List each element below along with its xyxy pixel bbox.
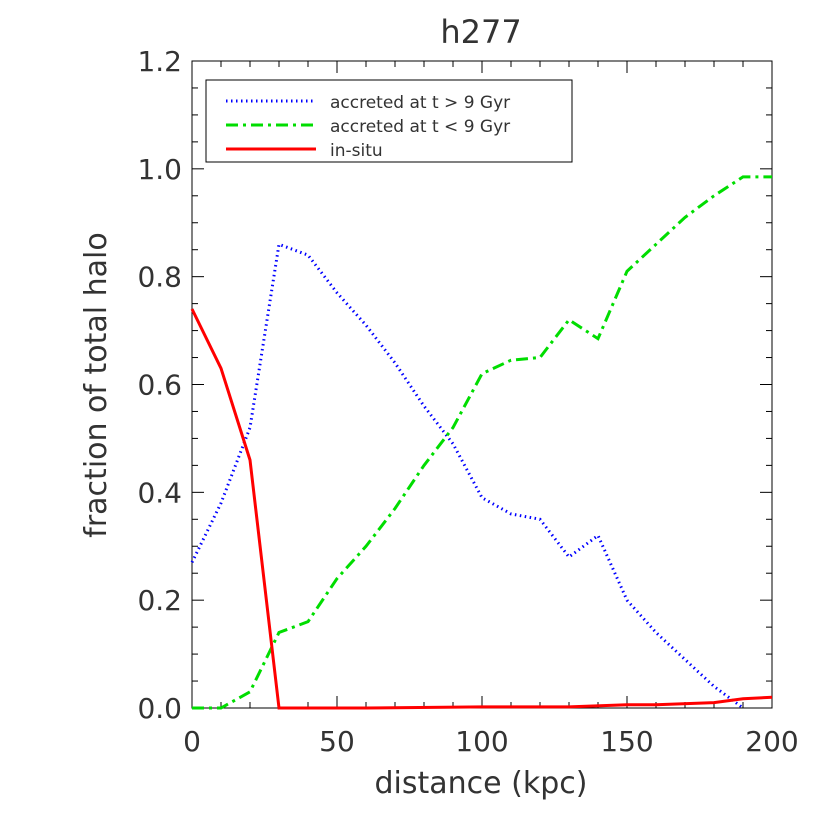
x-tick-label: 100 — [455, 725, 508, 758]
y-tick-label: 1.0 — [137, 153, 182, 186]
y-tick-label: 1.2 — [137, 45, 182, 78]
y-tick-label: 0.6 — [137, 369, 182, 402]
x-tick-label: 50 — [319, 725, 355, 758]
legend-label-0: accreted at t > 9 Gyr — [330, 93, 510, 113]
series-line-1 — [192, 175, 772, 710]
x-axis-label: distance (kpc) — [375, 766, 588, 801]
y-axis-label: fraction of total halo — [79, 232, 114, 537]
x-tick-label: 200 — [745, 725, 798, 758]
series-group — [190, 175, 773, 710]
legend-label-2: in-situ — [330, 141, 383, 161]
x-tick-label: 0 — [183, 725, 201, 758]
y-tick-label: 0.4 — [137, 476, 182, 509]
legend: accreted at t > 9 Gyr accreted at t < 9 G… — [205, 79, 573, 163]
series-line-2 — [190, 308, 773, 710]
x-tick-label: 150 — [600, 725, 653, 758]
chart-title: h277 — [440, 13, 521, 51]
y-axis: 0.0 0.2 0.4 0.6 0.8 1.0 1.2 — [137, 45, 772, 725]
y-tick-label: 0.0 — [137, 692, 182, 725]
x-axis: 0 50 100 150 200 — [183, 61, 799, 758]
y-tick-label: 0.8 — [137, 261, 182, 294]
y-tick-label: 0.2 — [137, 584, 182, 617]
legend-label-1: accreted at t < 9 Gyr — [330, 117, 510, 137]
series-line-0 — [190, 242, 744, 710]
